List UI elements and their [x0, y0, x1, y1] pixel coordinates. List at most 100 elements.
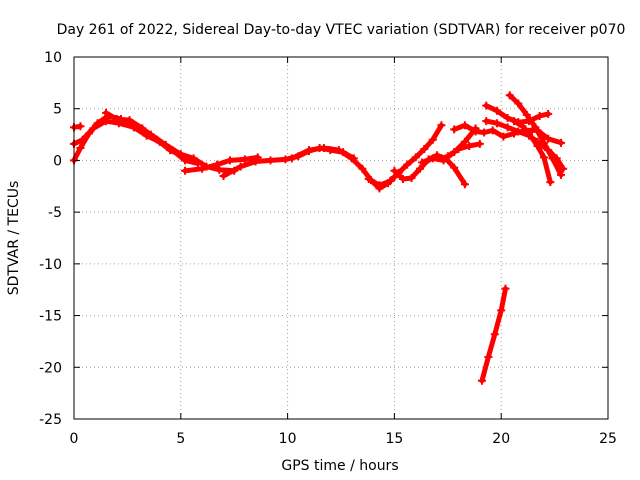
data-point [460, 137, 469, 146]
data-point [480, 128, 489, 137]
data-point [364, 175, 373, 184]
data-point [505, 91, 514, 100]
data-point [407, 174, 416, 183]
data-point [428, 135, 437, 144]
plot-frame [73, 56, 609, 420]
data-point [450, 163, 459, 172]
data-point [510, 117, 519, 126]
data-point [544, 109, 553, 118]
data-point [482, 117, 491, 126]
series-arc-3 [70, 122, 85, 132]
x-axis-label: GPS time / hours [281, 458, 398, 474]
data-point [531, 123, 540, 132]
data-point [281, 155, 290, 164]
data-point [490, 330, 499, 339]
data-point [418, 158, 427, 167]
data-point [484, 352, 493, 361]
x-tick-label: 5 [176, 431, 185, 447]
x-tick-label: 15 [385, 431, 403, 447]
data-point [428, 154, 437, 163]
data-point [125, 116, 134, 125]
data-point [557, 138, 566, 147]
data-point [557, 170, 566, 179]
data-point [375, 181, 384, 190]
series-arc-17 [477, 284, 510, 385]
data-point [488, 126, 497, 135]
series-arc-2 [70, 117, 185, 160]
data-point [181, 156, 190, 165]
series-arc-16 [510, 117, 555, 187]
data-point [287, 154, 296, 163]
data-point [213, 160, 222, 169]
data-point [514, 127, 523, 136]
data-point [443, 152, 452, 161]
grid [74, 57, 608, 419]
y-tick-label: 5 [53, 102, 62, 118]
data-point [539, 153, 548, 162]
data-point [475, 139, 484, 148]
data-point [492, 106, 501, 115]
data-point [439, 156, 448, 165]
data-point [499, 132, 508, 141]
data-point [193, 159, 202, 168]
data-point [411, 153, 420, 162]
series-arc-15 [505, 91, 566, 179]
data-point [236, 162, 245, 171]
data-point [514, 99, 523, 108]
data-point [522, 110, 531, 119]
data-point [358, 164, 367, 173]
y-tick-label: 10 [44, 50, 62, 66]
series-arc-12 [443, 139, 484, 161]
data-point [304, 146, 313, 155]
data-point [437, 121, 446, 130]
data-point [539, 138, 548, 147]
data-point [403, 160, 412, 169]
data-point [76, 144, 85, 153]
data-point [251, 157, 260, 166]
data-point [460, 121, 469, 130]
data-point [78, 135, 87, 144]
data-point [518, 122, 527, 131]
data-point [450, 125, 459, 134]
data-point [181, 166, 190, 175]
x-tick-label: 20 [492, 431, 510, 447]
data-point [460, 180, 469, 189]
data-point [138, 124, 147, 133]
data-point [535, 111, 544, 120]
y-tick-label: 0 [53, 153, 62, 169]
y-axis-label: SDTVAR / TECUs [6, 181, 22, 296]
data-point [266, 156, 275, 165]
data-point [102, 117, 111, 126]
data-point [546, 178, 555, 187]
data-point [102, 108, 111, 117]
data-point [153, 135, 162, 144]
data-point [390, 166, 399, 175]
axis-ticks: 0 5 10 15 20 25 10 5 0 -5 -10 -15 -20 -25 [39, 50, 617, 447]
data-point [334, 146, 343, 155]
x-tick-label: 0 [70, 431, 79, 447]
data-point [398, 175, 407, 184]
data-point [347, 154, 356, 163]
data-point [168, 146, 177, 155]
y-tick-label: -10 [39, 257, 62, 273]
y-tick-label: -15 [39, 309, 62, 325]
series-arc-5 [181, 153, 262, 175]
data-point [76, 122, 85, 131]
y-tick-label: -20 [39, 360, 62, 376]
x-tick-label: 25 [599, 431, 617, 447]
x-tick-label: 10 [279, 431, 297, 447]
data-point [497, 306, 506, 315]
data-point [225, 156, 234, 165]
data-point [524, 129, 533, 138]
chart-title: Day 261 of 2022, Sidereal Day-to-day VTE… [57, 22, 626, 38]
data-point [198, 164, 207, 173]
series-line [445, 141, 483, 159]
data-point [471, 127, 480, 136]
data-point [548, 154, 557, 163]
data-point [240, 155, 249, 164]
data-point [215, 165, 224, 174]
data-point [219, 171, 228, 180]
data-point [503, 123, 512, 132]
data-point [533, 141, 542, 150]
